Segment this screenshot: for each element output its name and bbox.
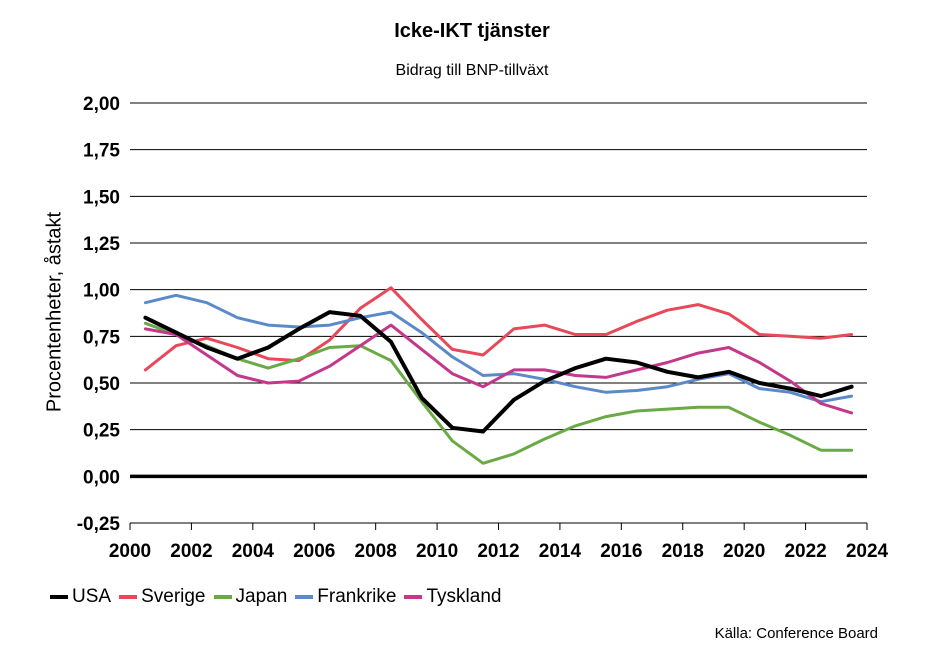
chart-title: Icke-IKT tjänster — [394, 20, 550, 42]
x-tick-label: 2016 — [600, 541, 642, 562]
series-line-japan — [143, 321, 854, 465]
x-tick-label: 2022 — [784, 541, 826, 562]
legend: USA Sverige Japan Frankrike Tyskland — [50, 586, 509, 608]
x-tick-label: 2008 — [355, 541, 397, 562]
legend-swatch — [213, 595, 232, 599]
legend-label: USA — [72, 586, 112, 607]
x-tick-label: 2012 — [477, 541, 519, 562]
y-tick-label: 1,50 — [83, 187, 120, 208]
y-tick-label: 1,00 — [83, 281, 120, 302]
legend-swatch — [295, 595, 314, 599]
y-tick-label: 0,00 — [83, 467, 120, 488]
y-tick-label: 0,50 — [83, 374, 120, 395]
x-tick-label: 2002 — [170, 541, 212, 562]
x-tick-label: 2020 — [723, 541, 765, 562]
legend-item-sverige: Sverige — [119, 586, 206, 608]
x-tick-label: 2010 — [416, 541, 458, 562]
y-tick-label: 1,25 — [83, 234, 120, 255]
series-line-sverige — [143, 286, 854, 372]
x-tick-label: 2014 — [539, 541, 582, 562]
legend-label: Frankrike — [317, 586, 397, 607]
y-tick-label: 2,00 — [83, 94, 120, 115]
legend-item-frankrike: Frankrike — [295, 586, 396, 608]
series-line-tyskland — [143, 323, 854, 415]
legend-item-tyskland: Tyskland — [404, 586, 501, 608]
legend-swatch — [119, 595, 138, 599]
source-note: Källa: Conference Board — [714, 625, 878, 642]
legend-label: Sverige — [141, 586, 206, 607]
y-tick-label: 0,25 — [83, 421, 120, 442]
series-line-usa — [143, 310, 854, 434]
legend-swatch — [50, 595, 68, 599]
x-tick-label: 2006 — [293, 541, 335, 562]
legend-item-japan: Japan — [213, 586, 288, 608]
y-tick-label: -0,25 — [77, 514, 121, 535]
x-tick-label: 2024 — [846, 541, 889, 562]
y-tick-label: 0,75 — [83, 327, 120, 348]
x-tick-label: 2018 — [662, 541, 704, 562]
legend-label: Japan — [235, 586, 288, 607]
legend-swatch — [404, 595, 423, 599]
chart-subtitle: Bidrag till BNP-tillväxt — [395, 62, 549, 79]
x-tick-label: 2004 — [232, 541, 275, 562]
x-tick-label: 2000 — [109, 541, 151, 562]
legend-item-usa: USA — [50, 586, 111, 608]
legend-label: Tyskland — [426, 586, 502, 607]
series-line-frankrike — [143, 293, 854, 404]
y-tick-label: 1,75 — [83, 141, 120, 162]
